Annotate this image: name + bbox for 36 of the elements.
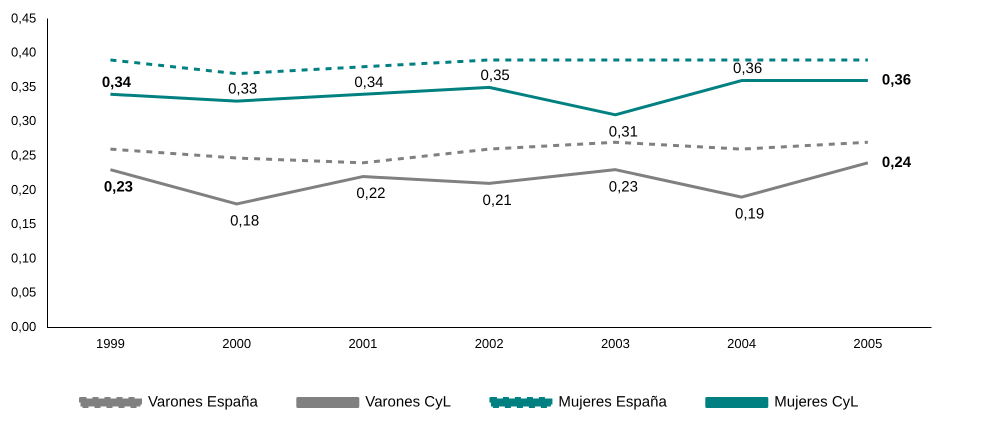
x-tick-label: 2005 — [853, 336, 882, 351]
x-tick-label: 2000 — [222, 336, 252, 351]
y-tick-label: 0,45 — [10, 10, 36, 26]
y-tick-label: 0,30 — [10, 113, 36, 128]
y-tick-label: 0,10 — [10, 250, 36, 266]
data-label: 0,31 — [608, 123, 638, 140]
data-label: 0,19 — [735, 206, 764, 223]
x-tick-label: 1999 — [96, 336, 125, 351]
y-tick-label: 0,05 — [10, 284, 36, 300]
data-label: 0,18 — [230, 212, 260, 230]
legend-label: Varones España — [148, 394, 258, 411]
data-label: 0,35 — [480, 67, 510, 84]
data-label: 0,36 — [882, 72, 912, 89]
data-label: 0,23 — [104, 178, 134, 196]
data-label: 0,24 — [882, 154, 912, 171]
y-tick-label: 0,20 — [10, 182, 36, 197]
data-label: 0,23 — [608, 178, 638, 196]
y-tick-label: 0,00 — [10, 318, 36, 334]
data-label: 0,33 — [228, 80, 258, 98]
y-tick-label: 0,15 — [10, 216, 36, 232]
x-tick-label: 2004 — [727, 336, 756, 351]
data-label: 0,34 — [354, 74, 384, 91]
y-tick-label: 0,25 — [10, 148, 36, 163]
data-label: 0,21 — [482, 192, 512, 210]
x-tick-label: 2003 — [600, 336, 630, 351]
x-tick-label: 2001 — [348, 336, 378, 351]
y-tick-label: 0,35 — [10, 78, 36, 94]
data-label: 0,22 — [356, 185, 386, 202]
data-label: 0,36 — [733, 60, 762, 78]
line-series — [108, 140, 870, 164]
x-tick-label: 2002 — [474, 336, 504, 351]
y-tick-label: 0,40 — [10, 44, 36, 60]
legend-label: Mujeres España — [558, 394, 668, 411]
legend-label: Mujeres CyL — [774, 394, 858, 411]
data-label: 0,34 — [102, 74, 132, 91]
legend-label: Varones CyL — [365, 394, 451, 411]
